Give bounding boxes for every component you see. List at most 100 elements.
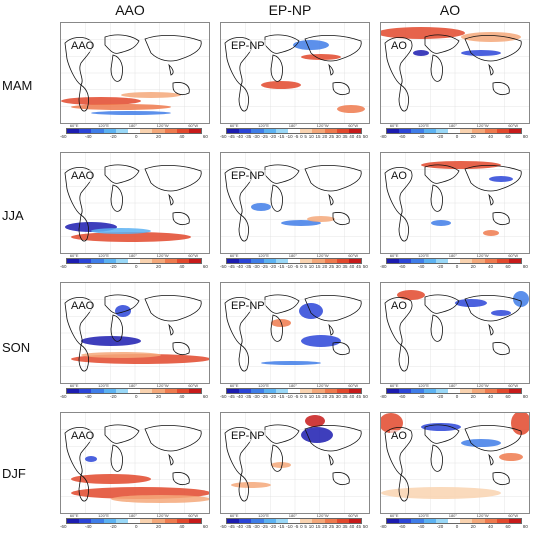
coastline [104,424,140,444]
row-header-mam: MAM [2,78,33,93]
colorbar-tick: 15 [315,134,321,139]
colorbar-tick: 80 [522,524,528,529]
longitude-label: 120°E [418,383,430,388]
coastline [488,63,494,76]
colorbar-tick: -25 [261,264,268,269]
colorbar-swatch [324,129,337,133]
longitude-label: 60°E [69,123,79,128]
colorbar-swatch [263,129,276,133]
world-map [380,22,530,124]
anomaly-field [61,413,209,513]
longitude-label: 60°W [348,123,359,128]
colorbar-swatch [115,389,128,393]
anomaly-region [499,453,523,461]
anomaly-region [121,92,181,98]
longitude-label: 60°W [348,513,359,518]
colorbar-tick: -5 [294,264,299,269]
coastline [270,184,283,212]
colorbar-tick: -40 [84,394,92,399]
colorbar-tick: -30 [253,264,260,269]
anomaly-region [381,27,465,39]
anomaly-region [483,230,499,236]
coastline [304,295,362,322]
anomaly-region [307,216,335,222]
longitude-label: 120°E [258,123,270,128]
anomaly-region [81,352,161,358]
row-header-son: SON [2,340,31,355]
coastline [430,314,443,342]
coastline [78,474,89,502]
colorbar-swatch [152,519,165,523]
colorbar-tick: -30 [253,134,260,139]
anomaly-region [305,415,325,427]
colorbar-swatch [140,519,153,523]
colorbar-tick: -35 [244,264,252,269]
colorbar-tick: -40 [417,264,425,269]
longitude-label: 60°E [69,383,79,388]
anomaly-field [381,413,529,513]
world-map [60,152,210,254]
longitude-label: 120°W [156,123,169,128]
coastline [464,425,522,452]
colorbar-swatch [387,389,400,393]
anomaly-region [513,291,529,307]
colorbar-swatch [79,129,92,133]
colorbar-swatch [336,519,349,523]
longitude-labels: 60°E 120°E 180° 120°W 60°W [220,123,368,128]
colorbar-tick: 35 [342,394,348,399]
colorbar-swatch [239,519,252,523]
longitude-label: 120°E [258,383,270,388]
anomaly-region [299,303,323,319]
colorbar-tick: -35 [244,394,252,399]
colorbar-swatch [287,259,301,263]
coastline [328,453,334,466]
colorbar-tick: -10 [286,134,293,139]
anomaly-region [111,495,209,503]
colorbar-tick: -50 [220,524,227,529]
colorbar-ticks: -80 -60 -40 -20 0 20 40 60 80 [380,394,528,402]
anomaly-region [115,305,131,317]
panel-label: AO [390,40,408,52]
longitude-label: 60°E [389,123,399,128]
colorbar-tick: 20 [155,394,161,399]
colorbar-tick: -40 [236,264,244,269]
longitude-label: 60°E [69,253,79,258]
coastline [488,323,494,336]
colorbar-swatch [348,259,362,263]
colorbar-tick: 0 [134,264,138,269]
colorbar-tick: -20 [109,134,117,139]
colorbar-tick: 0 [134,134,138,139]
colorbar-swatch [188,519,202,523]
coastline [488,453,494,466]
longitude-label: 180° [128,123,138,128]
colorbar-tick: 40 [349,394,355,399]
longitude-label: 180° [448,513,458,518]
coastline [328,323,334,336]
anomaly-region [421,161,501,169]
colorbar-swatch [300,519,313,523]
colorbar-tick: -20 [269,394,277,399]
longitude-label: 60°W [508,383,519,388]
longitude-labels: 60°E 120°E 180° 120°W 60°W [220,253,368,258]
anomaly-region [71,232,191,242]
colorbar-tick: 35 [342,134,348,139]
longitude-label: 60°E [389,253,399,258]
longitude-label: 180° [288,513,298,518]
anomaly-region [261,81,301,89]
colorbar-tick: 5 [304,524,307,529]
coastline [264,164,300,184]
colorbar-tick: -60 [60,524,67,529]
colorbar-swatch [324,259,337,263]
colorbar-swatch [164,519,177,523]
longitude-label: 60°W [188,513,199,518]
colorbar-tick: 25 [328,134,334,139]
colorbar-ticks: -50 -45 -40 -35 -30 -25 -20 -15 -10 -5 0 5 10 15 20 25 3… [220,134,368,142]
coastline [224,427,253,476]
world-map [60,282,210,384]
coastline [384,37,413,86]
longitude-label: 180° [288,383,298,388]
colorbar-tick: -25 [261,134,268,139]
colorbar-tick: 0 [300,134,303,139]
anomaly-field [61,283,209,383]
colorbar-tick: 20 [470,264,476,269]
